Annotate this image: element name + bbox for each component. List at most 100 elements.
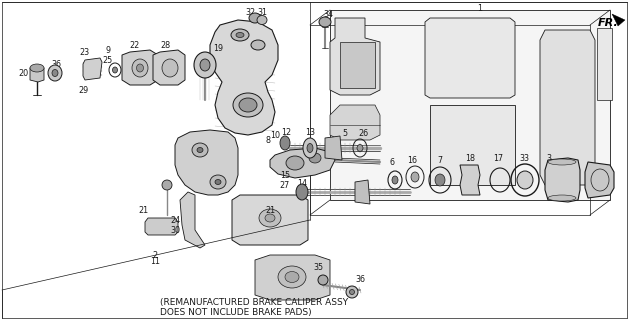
Text: 31: 31	[257, 7, 267, 17]
Ellipse shape	[548, 159, 576, 165]
Ellipse shape	[517, 171, 533, 189]
Text: 36: 36	[355, 276, 365, 284]
Text: 2: 2	[152, 251, 157, 260]
Ellipse shape	[239, 98, 257, 112]
Ellipse shape	[113, 67, 118, 73]
Text: 32: 32	[245, 7, 255, 17]
Text: 20: 20	[18, 68, 28, 77]
Ellipse shape	[346, 286, 358, 298]
Ellipse shape	[278, 266, 306, 288]
Text: 25: 25	[103, 55, 113, 65]
Text: 9: 9	[106, 45, 111, 54]
Text: 15: 15	[280, 171, 290, 180]
Ellipse shape	[30, 64, 44, 72]
Ellipse shape	[548, 195, 576, 201]
Text: 11: 11	[150, 258, 160, 267]
Ellipse shape	[309, 153, 321, 163]
Polygon shape	[210, 20, 278, 135]
Ellipse shape	[257, 15, 267, 25]
Ellipse shape	[319, 17, 331, 27]
Polygon shape	[232, 195, 308, 245]
Polygon shape	[270, 148, 335, 178]
Ellipse shape	[192, 143, 208, 157]
Polygon shape	[330, 18, 380, 95]
Text: 21: 21	[265, 205, 275, 214]
Ellipse shape	[197, 148, 203, 153]
Text: 18: 18	[465, 154, 475, 163]
Text: 4: 4	[594, 164, 599, 172]
Polygon shape	[153, 50, 185, 85]
Polygon shape	[122, 50, 158, 85]
Ellipse shape	[307, 143, 313, 153]
Text: 21: 21	[138, 205, 148, 214]
Ellipse shape	[280, 136, 290, 150]
Text: 3: 3	[547, 154, 552, 163]
Polygon shape	[83, 58, 102, 80]
Ellipse shape	[350, 290, 355, 294]
Polygon shape	[540, 30, 595, 185]
Ellipse shape	[236, 33, 244, 37]
Polygon shape	[255, 255, 330, 300]
Ellipse shape	[162, 59, 178, 77]
Polygon shape	[355, 180, 370, 204]
Ellipse shape	[303, 138, 317, 158]
Polygon shape	[430, 105, 515, 185]
Polygon shape	[30, 65, 44, 82]
Text: 14: 14	[297, 179, 307, 188]
Ellipse shape	[52, 69, 58, 76]
Ellipse shape	[215, 180, 221, 185]
Text: 23: 23	[79, 47, 89, 57]
Text: 27: 27	[280, 180, 290, 189]
Ellipse shape	[259, 209, 281, 227]
Text: 10: 10	[270, 131, 280, 140]
Text: DOES NOT INCLUDE BRAKE PADS): DOES NOT INCLUDE BRAKE PADS)	[160, 308, 311, 316]
Text: 13: 13	[305, 127, 315, 137]
Polygon shape	[612, 14, 625, 26]
Polygon shape	[545, 158, 580, 202]
Polygon shape	[460, 165, 480, 195]
Ellipse shape	[194, 52, 216, 78]
Text: 7: 7	[437, 156, 443, 164]
Ellipse shape	[285, 271, 299, 283]
Ellipse shape	[392, 176, 398, 184]
Ellipse shape	[286, 156, 304, 170]
Ellipse shape	[296, 184, 308, 200]
Ellipse shape	[435, 174, 445, 186]
Text: 12: 12	[281, 127, 291, 137]
Ellipse shape	[48, 65, 62, 81]
Ellipse shape	[132, 59, 148, 77]
Text: 8: 8	[265, 135, 270, 145]
Ellipse shape	[136, 64, 143, 72]
Polygon shape	[180, 192, 205, 248]
Ellipse shape	[249, 13, 261, 23]
Ellipse shape	[210, 175, 226, 189]
Ellipse shape	[251, 40, 265, 50]
Text: 29: 29	[79, 85, 89, 94]
Polygon shape	[340, 42, 375, 88]
Text: 24: 24	[170, 215, 180, 225]
Polygon shape	[425, 18, 515, 98]
Text: FR.: FR.	[598, 18, 619, 28]
Text: (REMANUFACTURED BRAKE CALIPER ASSY: (REMANUFACTURED BRAKE CALIPER ASSY	[160, 299, 348, 308]
Ellipse shape	[411, 172, 419, 182]
Ellipse shape	[265, 214, 275, 222]
Polygon shape	[175, 130, 238, 195]
Ellipse shape	[162, 180, 172, 190]
Text: 30: 30	[170, 226, 180, 235]
Text: 35: 35	[313, 263, 323, 273]
Text: 16: 16	[407, 156, 417, 164]
Polygon shape	[597, 28, 612, 100]
Text: 1: 1	[477, 4, 482, 12]
Ellipse shape	[200, 59, 210, 71]
Text: 28: 28	[160, 41, 170, 50]
Text: 36: 36	[51, 60, 61, 68]
Polygon shape	[325, 136, 342, 160]
Text: 26: 26	[358, 129, 368, 138]
Text: 19: 19	[213, 44, 223, 52]
Text: 33: 33	[519, 154, 529, 163]
Text: 5: 5	[342, 129, 348, 138]
Polygon shape	[585, 162, 614, 198]
Text: 17: 17	[493, 154, 503, 163]
Ellipse shape	[231, 29, 249, 41]
Text: 6: 6	[389, 157, 394, 166]
